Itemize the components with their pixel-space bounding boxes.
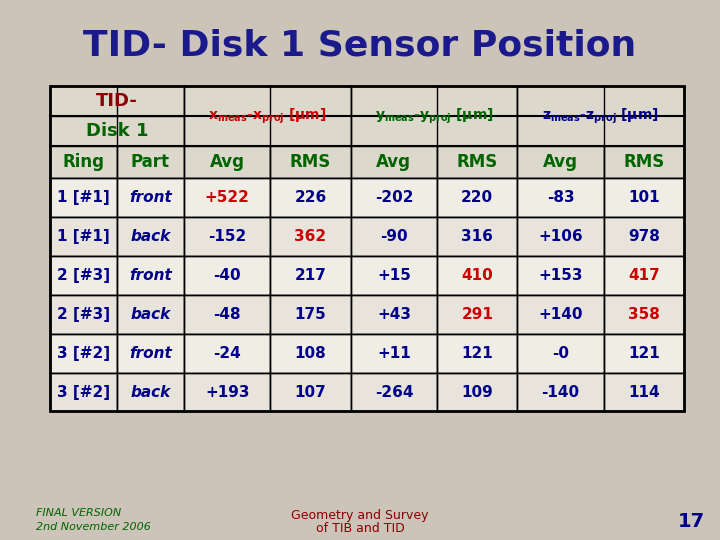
Text: 121: 121: [628, 346, 660, 361]
Text: Ring: Ring: [63, 153, 104, 171]
Text: 107: 107: [294, 384, 326, 400]
Text: 3 [#2]: 3 [#2]: [57, 384, 110, 400]
Text: 2 [#3]: 2 [#3]: [57, 268, 110, 283]
Text: 2 [#3]: 2 [#3]: [57, 307, 110, 322]
Text: RMS: RMS: [290, 153, 331, 171]
Text: x$_{\mathregular{meas}}$-x$_{\mathregular{proj}}$ [μm]: x$_{\mathregular{meas}}$-x$_{\mathregula…: [208, 106, 326, 126]
Text: back: back: [130, 229, 171, 244]
Text: +140: +140: [539, 307, 583, 322]
Text: RMS: RMS: [456, 153, 498, 171]
Text: +153: +153: [539, 268, 583, 283]
Text: back: back: [130, 307, 171, 322]
Text: Disk 1: Disk 1: [86, 122, 148, 140]
Text: +106: +106: [539, 229, 583, 244]
Text: of TIB and TID: of TIB and TID: [315, 522, 405, 535]
Text: 362: 362: [294, 229, 327, 244]
Text: 417: 417: [628, 268, 660, 283]
Text: 978: 978: [628, 229, 660, 244]
Text: 114: 114: [628, 384, 660, 400]
Text: -264: -264: [374, 384, 413, 400]
Text: 109: 109: [462, 384, 493, 400]
Text: 121: 121: [462, 346, 493, 361]
Text: -48: -48: [213, 307, 241, 322]
Text: +43: +43: [377, 307, 411, 322]
Text: RMS: RMS: [624, 153, 665, 171]
Text: 2nd November 2006: 2nd November 2006: [36, 522, 151, 531]
Text: -83: -83: [546, 190, 575, 205]
Text: 358: 358: [628, 307, 660, 322]
Text: 217: 217: [294, 268, 326, 283]
Text: -40: -40: [213, 268, 241, 283]
Text: -0: -0: [552, 346, 569, 361]
Text: +522: +522: [204, 190, 250, 205]
Text: 17: 17: [678, 511, 705, 531]
Text: front: front: [129, 346, 172, 361]
Text: 101: 101: [628, 190, 660, 205]
Text: Avg: Avg: [543, 153, 578, 171]
Text: +15: +15: [377, 268, 411, 283]
Text: TID-: TID-: [96, 92, 138, 110]
Text: back: back: [130, 384, 171, 400]
Text: Geometry and Survey: Geometry and Survey: [292, 509, 428, 522]
Text: +193: +193: [205, 384, 249, 400]
Text: 316: 316: [462, 229, 493, 244]
Text: front: front: [129, 190, 172, 205]
Text: z$_{\mathregular{meas}}$-z$_{\mathregular{proj}}$ [μm]: z$_{\mathregular{meas}}$-z$_{\mathregula…: [542, 106, 659, 126]
Text: TID- Disk 1 Sensor Position: TID- Disk 1 Sensor Position: [84, 29, 636, 63]
Text: -24: -24: [213, 346, 241, 361]
Text: 1 [#1]: 1 [#1]: [58, 190, 110, 205]
Text: y$_{\mathregular{meas}}$-y$_{\mathregular{proj}}$ [μm]: y$_{\mathregular{meas}}$-y$_{\mathregula…: [374, 106, 493, 126]
Text: 220: 220: [462, 190, 493, 205]
Text: +11: +11: [377, 346, 410, 361]
Text: 108: 108: [294, 346, 326, 361]
Text: Avg: Avg: [210, 153, 245, 171]
Text: 1 [#1]: 1 [#1]: [58, 229, 110, 244]
Text: 410: 410: [462, 268, 493, 283]
Text: -152: -152: [208, 229, 246, 244]
Text: 175: 175: [294, 307, 326, 322]
Text: 226: 226: [294, 190, 327, 205]
Text: -90: -90: [380, 229, 408, 244]
Text: 3 [#2]: 3 [#2]: [57, 346, 110, 361]
Text: FINAL VERSION: FINAL VERSION: [36, 508, 121, 518]
Text: -202: -202: [374, 190, 413, 205]
Text: Avg: Avg: [377, 153, 411, 171]
Text: -140: -140: [541, 384, 580, 400]
Text: front: front: [129, 268, 172, 283]
Text: Part: Part: [131, 153, 170, 171]
Text: 291: 291: [462, 307, 493, 322]
